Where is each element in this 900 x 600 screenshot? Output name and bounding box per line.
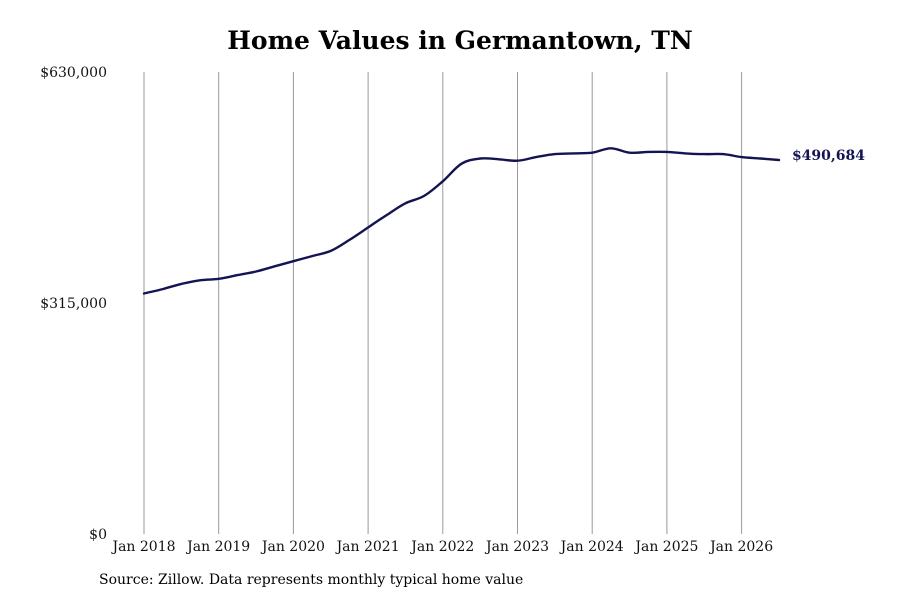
y-tick-label: $315,000 xyxy=(40,296,107,312)
x-tick-label: Jan 2021 xyxy=(335,539,400,555)
x-tick-label: Jan 2024 xyxy=(559,539,624,555)
x-tick-label: Jan 2022 xyxy=(409,539,474,555)
x-tick-label: Jan 2019 xyxy=(185,539,250,555)
x-tick-label: Jan 2025 xyxy=(633,539,698,555)
x-tick-label: Jan 2018 xyxy=(110,539,175,555)
x-tick-label: Jan 2026 xyxy=(708,539,773,555)
x-tick-label: Jan 2023 xyxy=(484,539,549,555)
chart-title: Home Values in Germantown, TN xyxy=(227,26,693,55)
x-tick-label: Jan 2020 xyxy=(260,539,325,555)
source-note: Source: Zillow. Data represents monthly … xyxy=(99,572,524,588)
y-tick-label: $630,000 xyxy=(40,65,107,81)
home-value-line xyxy=(142,147,781,295)
end-value-label: $490,684 xyxy=(792,148,865,164)
y-tick-label: $0 xyxy=(89,527,107,543)
